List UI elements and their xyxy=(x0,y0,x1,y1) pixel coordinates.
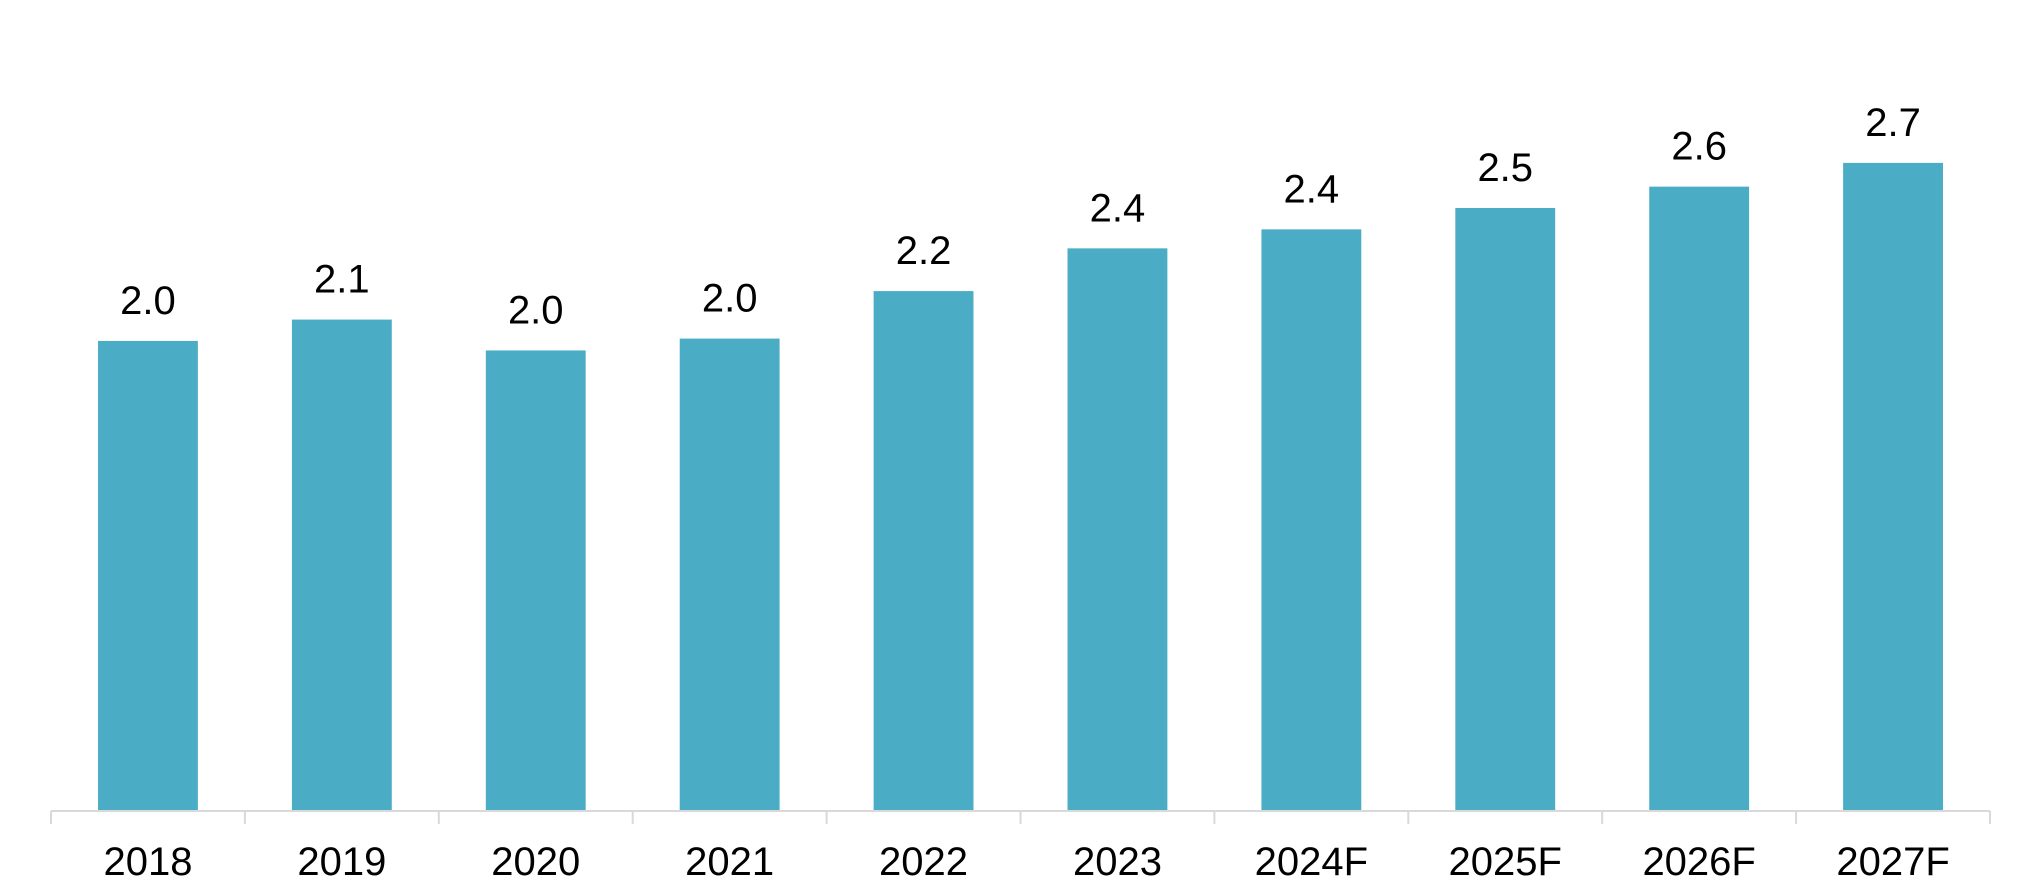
x-tick-label-2022: 2022 xyxy=(879,840,968,884)
data-label-2026f: 2.6 xyxy=(1671,125,1727,169)
bar-2024f xyxy=(1261,229,1362,811)
x-tick-label-2024f: 2024F xyxy=(1255,840,1368,884)
bar-2021 xyxy=(679,338,780,811)
x-tick-label-2021: 2021 xyxy=(685,840,774,884)
x-tick-label-2025f: 2025F xyxy=(1449,840,1562,884)
bar-2023 xyxy=(1067,248,1168,811)
x-tick-label-2027f: 2027F xyxy=(1836,840,1949,884)
x-tick-label-2026f: 2026F xyxy=(1642,840,1755,884)
bar-2027f xyxy=(1843,162,1943,811)
data-label-2018: 2.0 xyxy=(120,279,176,323)
x-tick-label-2023: 2023 xyxy=(1073,840,1162,884)
bar-2025f xyxy=(1455,208,1556,811)
data-label-2020: 2.0 xyxy=(508,288,564,332)
x-axis: 2018 2019 2020 2021 2022 2023 2024F 2025F 2026F 2… xyxy=(50,810,1991,884)
bar-2022 xyxy=(873,291,974,811)
data-label-2027f: 2.7 xyxy=(1865,101,1921,145)
x-tick-label-2020: 2020 xyxy=(491,840,580,884)
x-tick-label-2019: 2019 xyxy=(297,840,386,884)
data-label-2023: 2.4 xyxy=(1090,186,1146,230)
bar-2026f xyxy=(1649,186,1750,811)
data-label-2022: 2.2 xyxy=(896,229,952,273)
x-axis-ticks xyxy=(50,811,1991,824)
data-label-2021: 2.0 xyxy=(702,277,758,321)
bars-group xyxy=(98,162,1943,811)
data-label-2019: 2.1 xyxy=(314,258,370,302)
x-axis-tick-labels: 2018 2019 2020 2021 2022 2023 2024F 2025F 2026F 2… xyxy=(103,840,1949,884)
data-label-2024f: 2.4 xyxy=(1284,167,1340,211)
data-label-2025f: 2.5 xyxy=(1477,146,1533,190)
value-labels-group: 2.0 2.1 2.0 2.0 2.2 2.4 2.4 2.5 2.6 2.7 xyxy=(120,101,1921,333)
bar-2018 xyxy=(98,340,198,811)
x-tick-label-2018: 2018 xyxy=(103,840,192,884)
bar-2019 xyxy=(291,319,392,811)
bar-2020 xyxy=(485,350,586,811)
